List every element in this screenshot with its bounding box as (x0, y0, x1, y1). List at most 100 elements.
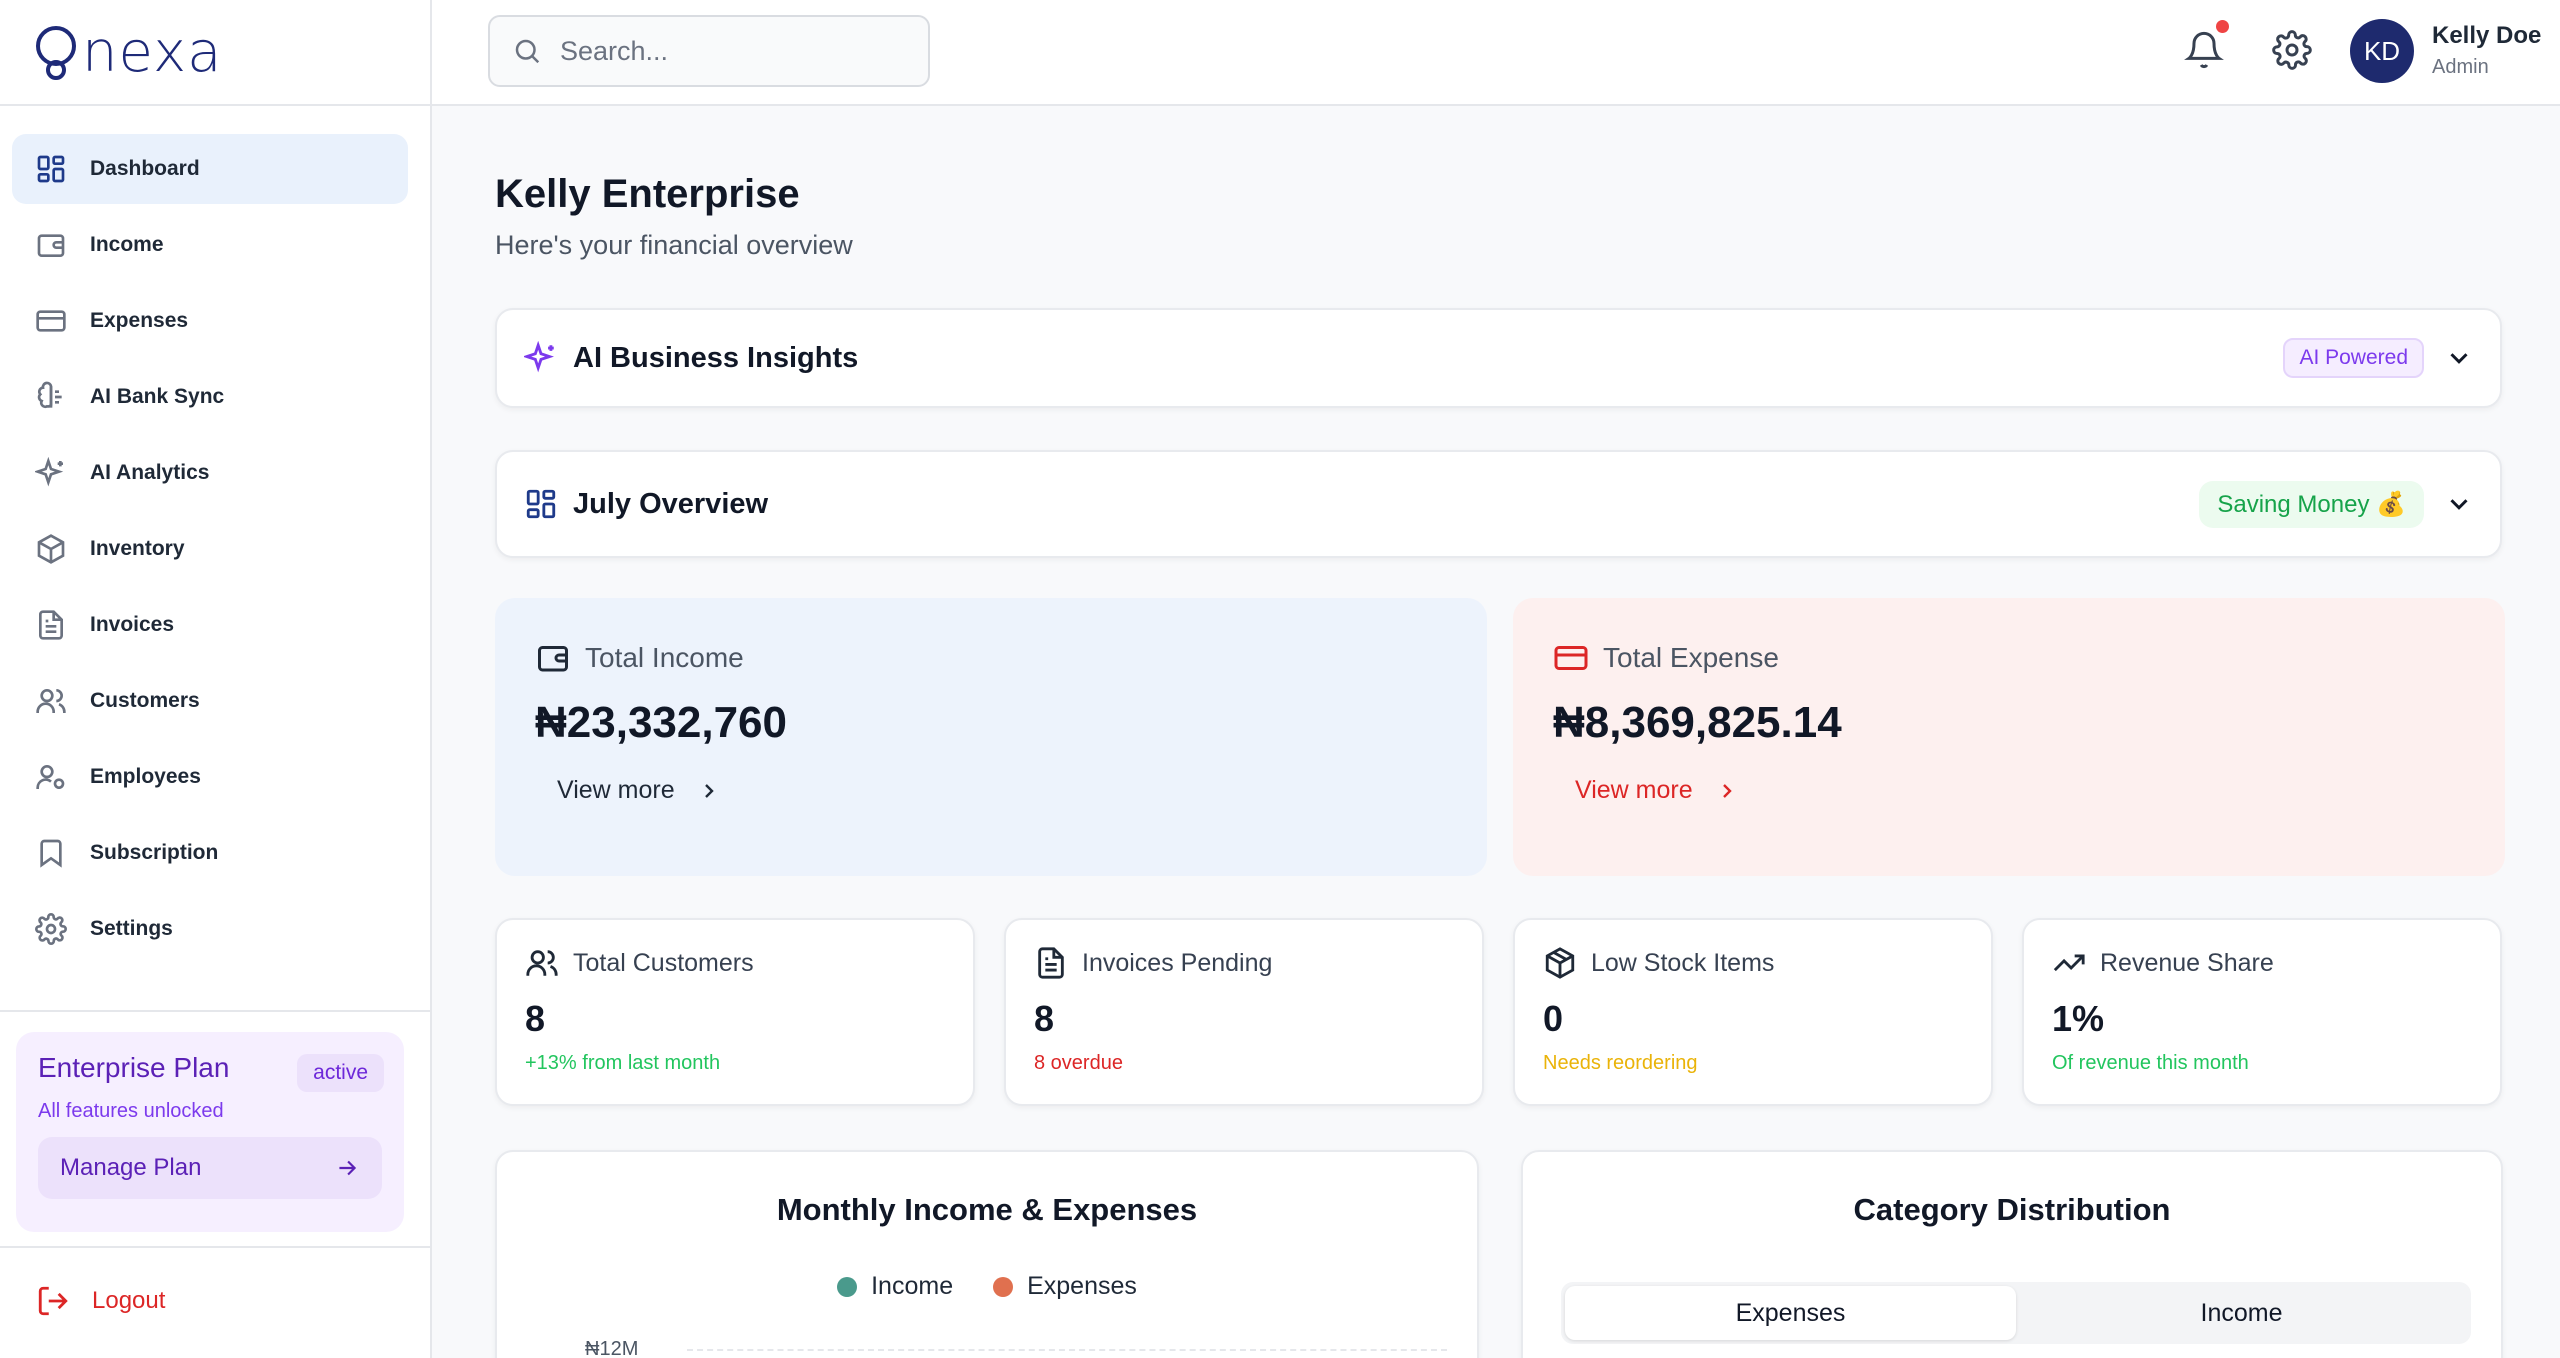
sidebar-item-employees[interactable]: Employees (12, 742, 408, 812)
logout-label: Logout (92, 1287, 166, 1314)
sidebar-item-label: AI Analytics (90, 461, 210, 484)
sidebar-item-invoices[interactable]: Invoices (12, 590, 408, 660)
plan-card: Enterprise Plan active All features unlo… (16, 1032, 404, 1232)
stat-note: +13% from last month (525, 1052, 721, 1074)
sidebar-item-label: Employees (90, 765, 201, 788)
chevron-right-icon (704, 783, 714, 798)
sidebar-item-label: AI Bank Sync (90, 385, 225, 408)
plan-status-badge: active (297, 1054, 384, 1092)
chart-title: Category Distribution (1853, 1192, 2171, 1227)
chevron-down-icon[interactable] (2444, 489, 2474, 519)
plan-subtitle: All features unlocked (38, 1100, 224, 1122)
sidebar-item-settings[interactable]: Settings (12, 894, 408, 964)
total-expense-label: Total Expense (1603, 642, 1779, 673)
sidebar-item-inventory[interactable]: Inventory (12, 514, 408, 584)
stat-card-revenue-share: Revenue Share 1% Of revenue this month (2022, 918, 2502, 1106)
users-icon (526, 950, 558, 976)
income-view-more-link[interactable]: View more (557, 776, 721, 805)
chart-title: Monthly Income & Expenses (776, 1192, 1198, 1227)
y-axis-tick: ₦12M (585, 1338, 639, 1358)
page-subtitle: Here's your financial overview (495, 230, 853, 260)
total-expense-card: Total Expense ₦8,369,825.14 View more (1513, 598, 2505, 876)
user-cog-icon (34, 760, 68, 794)
july-overview-panel[interactable]: July Overview Saving Money 💰 (495, 450, 2502, 558)
sidebar-item-label: Subscription (90, 841, 219, 864)
total-income-value: ₦23,332,760 (535, 698, 787, 747)
bookmark-icon (34, 836, 68, 870)
legend-item-income[interactable]: Income (837, 1272, 953, 1301)
logo-text: nexa (82, 19, 223, 85)
view-more-label: View more (1575, 776, 1693, 804)
sidebar-item-label: Expenses (90, 309, 189, 332)
manage-plan-button[interactable]: Manage Plan (38, 1137, 382, 1199)
logo-mark-icon (36, 26, 76, 80)
ai-insights-panel[interactable]: AI Business Insights AI Powered (495, 308, 2502, 408)
category-toggle: Expenses Income (1561, 1282, 2471, 1344)
stat-value: 8 (1034, 998, 1055, 1039)
file-text-icon (34, 608, 68, 642)
page-title: Kelly Enterprise (495, 172, 800, 216)
search-input[interactable] (560, 35, 920, 67)
ai-powered-badge: AI Powered (2283, 338, 2424, 378)
sparkles-icon (523, 340, 559, 376)
credit-card-icon (1554, 646, 1588, 670)
logo[interactable]: nexa (0, 0, 430, 106)
tab-expenses[interactable]: Expenses (1565, 1286, 2016, 1340)
sidebar-item-label: Inventory (90, 537, 185, 560)
search-box[interactable] (488, 15, 930, 87)
stat-value: 1% (2052, 998, 2105, 1039)
sidebar-item-label: Invoices (90, 613, 175, 636)
arrow-right-icon (339, 1160, 357, 1176)
sidebar-item-customers[interactable]: Customers (12, 666, 408, 736)
sidebar-item-dashboard[interactable]: Dashboard (12, 134, 408, 204)
sidebar: nexa Dashboard Income Expenses AI Bank S… (0, 0, 432, 1358)
notification-dot (2216, 20, 2229, 33)
sidebar-item-label: Income (90, 233, 164, 256)
wallet-icon (34, 228, 68, 262)
stat-card-customers: Total Customers 8 +13% from last month (495, 918, 975, 1106)
sidebar-item-subscription[interactable]: Subscription (12, 818, 408, 888)
tab-income[interactable]: Income (2200, 1298, 2283, 1327)
stat-label: Total Customers (573, 948, 754, 977)
legend-item-expenses[interactable]: Expenses (993, 1272, 1137, 1301)
sidebar-item-expenses[interactable]: Expenses (12, 286, 408, 356)
logout-button[interactable]: Logout (36, 1284, 165, 1318)
expense-view-more-link[interactable]: View more (1575, 776, 1739, 805)
sidebar-item-ai-bank-sync[interactable]: AI Bank Sync (12, 362, 408, 432)
bell-icon[interactable] (2184, 30, 2224, 70)
file-text-icon (1038, 947, 1064, 979)
boxes-icon (1545, 947, 1575, 979)
sidebar-item-ai-analytics[interactable]: AI Analytics (12, 438, 408, 508)
chart-legend: Income Expenses (497, 1272, 1477, 1301)
divider (0, 1010, 430, 1012)
view-more-label: View more (557, 776, 675, 804)
legend-label: Income (871, 1272, 954, 1300)
legend-swatch (993, 1276, 1014, 1297)
sidebar-item-label: Dashboard (90, 157, 200, 180)
saving-money-badge: Saving Money 💰 (2199, 480, 2424, 528)
total-income-label: Total Income (585, 642, 744, 673)
sidebar-item-income[interactable]: Income (12, 210, 408, 280)
stat-note: Needs reordering (1543, 1052, 1698, 1074)
package-icon (34, 532, 68, 566)
stat-value: 0 (1543, 998, 1564, 1039)
sidebar-item-label: Settings (90, 917, 173, 940)
total-expense-value: ₦8,369,825.14 (1553, 698, 1842, 747)
stat-label: Invoices Pending (1082, 948, 1273, 977)
gear-icon[interactable] (2272, 30, 2312, 70)
user-role: Admin (2432, 56, 2489, 78)
sidebar-nav: Dashboard Income Expenses AI Bank Sync A… (0, 106, 430, 964)
stat-note: 8 overdue (1034, 1052, 1123, 1074)
avatar[interactable]: KD (2350, 19, 2414, 83)
users-icon (34, 684, 68, 718)
chevron-down-icon[interactable] (2444, 343, 2474, 373)
trending-up-icon (2053, 954, 2085, 972)
grid-icon (34, 152, 68, 186)
stat-note: Of revenue this month (2052, 1052, 2249, 1074)
top-header: KD Kelly Doe Admin (432, 0, 2560, 106)
total-income-card: Total Income ₦23,332,760 View more (495, 598, 1487, 876)
user-name: Kelly Doe (2432, 22, 2542, 49)
gear-icon (34, 912, 68, 946)
chevron-right-icon (1722, 783, 1732, 798)
sidebar-item-label: Customers (90, 689, 200, 712)
